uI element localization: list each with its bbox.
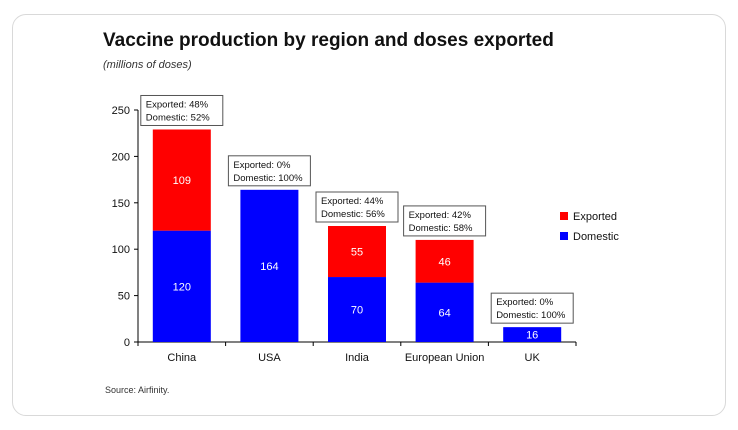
chart-subtitle: (millions of doses) (103, 59, 192, 71)
y-tick-label: 100 (112, 244, 130, 256)
y-tick-label: 250 (112, 105, 130, 117)
bar-domestic (152, 230, 211, 342)
x-tick-label: India (345, 352, 370, 364)
bar-value-label: 46 (438, 256, 450, 268)
annotation-box (140, 94, 224, 126)
legend-swatch (560, 232, 568, 240)
bar-exported (152, 129, 211, 231)
source-note: Source: Airfinity. (105, 385, 170, 395)
x-tick-label: USA (258, 352, 281, 364)
annotation-domestic-share: Domestic: 52% (146, 112, 210, 123)
bar-exported (415, 239, 474, 283)
annotation-exported-share: Exported: 42% (409, 210, 472, 221)
annotation-box (403, 205, 487, 237)
bar-domestic (328, 277, 386, 342)
bar-value-label: 164 (260, 261, 278, 273)
annotation-box (490, 292, 574, 324)
legend-swatch (560, 212, 568, 220)
chart-title: Vaccine production by region and doses e… (103, 30, 554, 51)
bar-domestic (415, 282, 474, 342)
annotation-exported-share: Exported: 0% (233, 160, 291, 171)
y-tick-label: 0 (124, 337, 130, 349)
x-tick-label: China (167, 352, 197, 364)
annotation-box (315, 191, 399, 223)
y-tick-label: 50 (118, 291, 130, 303)
bar-value-label: 16 (526, 330, 538, 342)
bar-domestic (240, 189, 299, 342)
x-tick-label: European Union (405, 352, 485, 364)
bar-value-label: 70 (351, 305, 363, 317)
annotation-exported-share: Exported: 48% (146, 99, 209, 110)
bar-value-label: 55 (351, 247, 363, 259)
bar-domestic (503, 327, 562, 342)
bar-value-label: 109 (173, 175, 191, 187)
annotation-exported-share: Exported: 0% (496, 297, 554, 308)
bar-value-label: 64 (438, 307, 450, 319)
x-tick-label: UK (525, 352, 541, 364)
annotation-domestic-share: Domestic: 100% (233, 173, 303, 184)
annotation-domestic-share: Domestic: 58% (409, 223, 473, 234)
legend-entry: Exported (573, 211, 617, 223)
bar-value-label: 120 (173, 281, 191, 293)
legend-entry: Domestic (573, 231, 619, 243)
annotation-domestic-share: Domestic: 100% (496, 310, 566, 321)
annotation-exported-share: Exported: 44% (321, 196, 384, 207)
y-tick-label: 200 (112, 151, 130, 163)
annotation-box (227, 155, 311, 187)
y-tick-label: 150 (112, 198, 130, 210)
annotation-domestic-share: Domestic: 56% (321, 209, 385, 220)
bar-exported (328, 226, 386, 278)
